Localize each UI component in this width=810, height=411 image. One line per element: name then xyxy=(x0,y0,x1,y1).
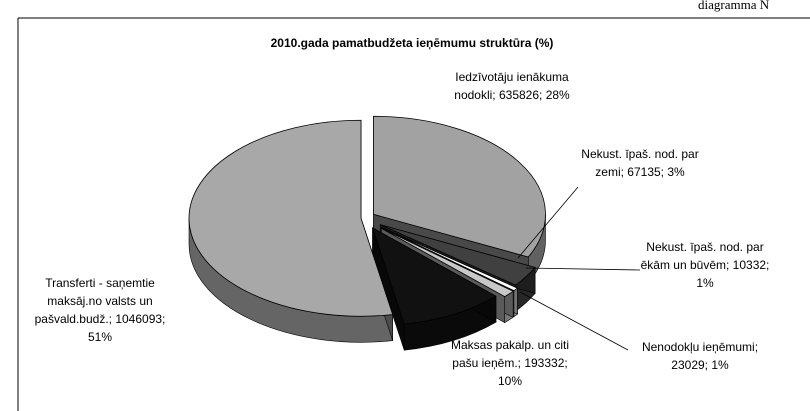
data-label: maksāj.no valsts un xyxy=(47,294,152,308)
data-label: Transferti - saņemtie xyxy=(45,276,155,290)
data-label: 51% xyxy=(88,330,112,344)
slice xyxy=(371,227,497,325)
data-label: 23029; 1% xyxy=(671,358,729,372)
data-label: Iedzīvotāju ienākuma xyxy=(455,70,569,84)
data-label: Maksas pakalp. un citi xyxy=(451,338,569,352)
slice xyxy=(188,119,394,317)
data-label: pašvald.budž.; 1046093; xyxy=(35,312,166,326)
data-label: Nekust. īpaš. nod. par xyxy=(581,147,698,161)
data-label: 10% xyxy=(498,374,522,388)
header: diagramma N xyxy=(698,0,770,12)
data-label: zemi; 67135; 3% xyxy=(595,165,685,179)
data-label: nodokli; 635826; 28% xyxy=(454,88,570,102)
data-label: pašu ieņēm.; 193332; xyxy=(452,356,567,370)
chart-title: 2010.gada pamatbudžeta ieņēmumu struktūr… xyxy=(271,36,554,50)
slice xyxy=(381,227,514,298)
data-label: Nenodokļu ieņēmumi; xyxy=(642,340,758,354)
data-label: ēkām un būvēm; 10332; xyxy=(641,258,770,272)
data-label: 1% xyxy=(696,276,714,290)
leader-line xyxy=(517,186,579,259)
data-label: Nekust. īpaš. nod. par xyxy=(646,240,763,254)
slice xyxy=(373,115,546,258)
leader-line xyxy=(519,291,629,351)
slice xyxy=(381,227,519,292)
leader-line xyxy=(525,267,641,271)
slice xyxy=(380,224,536,286)
